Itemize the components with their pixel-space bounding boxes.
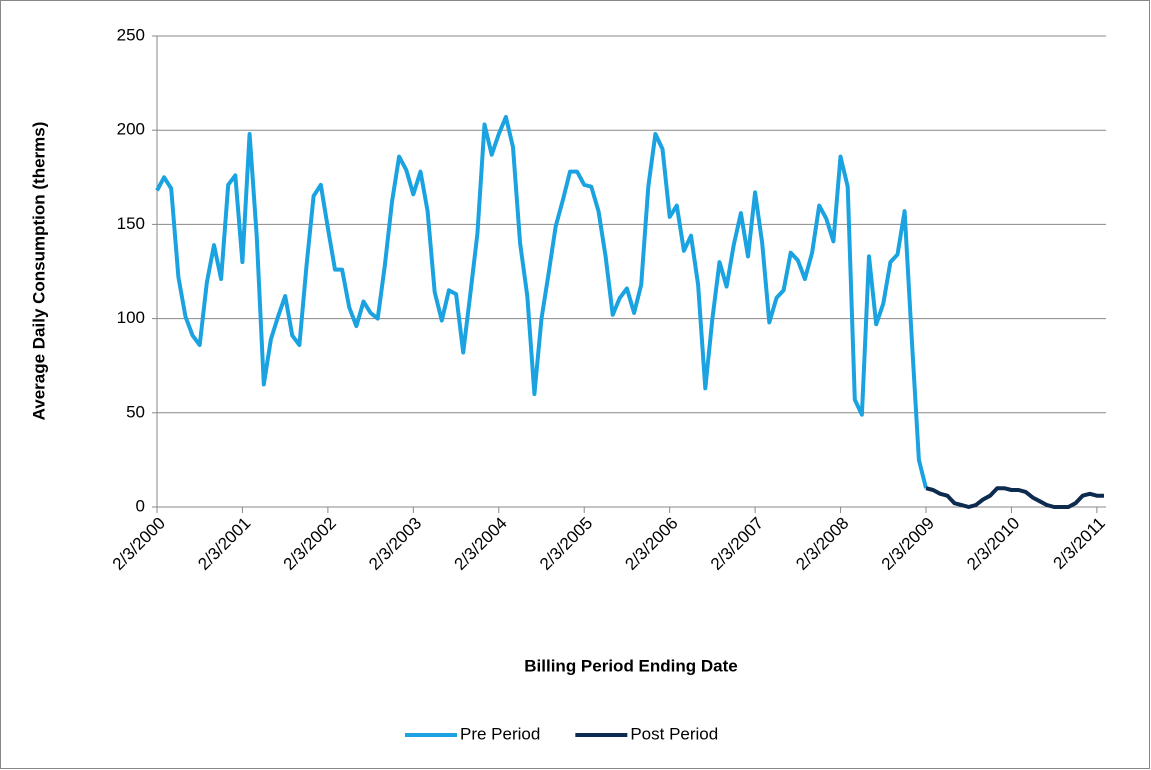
y-tick-label: 250 [117,25,145,44]
y-tick-label: 50 [126,402,145,421]
y-tick-label: 200 [117,120,145,139]
data-line [155,115,928,489]
legend-label: Pre Period [460,724,540,743]
x-axis-title: Billing Period Ending Date [524,656,737,675]
y-axis-title: Average Daily Consumption (therms) [29,122,48,421]
data-line [925,486,1104,509]
y-tick-label: 150 [117,214,145,233]
legend-label: Post Period [630,724,718,743]
y-tick-label: 0 [136,496,145,515]
y-tick-label: 100 [117,308,145,327]
